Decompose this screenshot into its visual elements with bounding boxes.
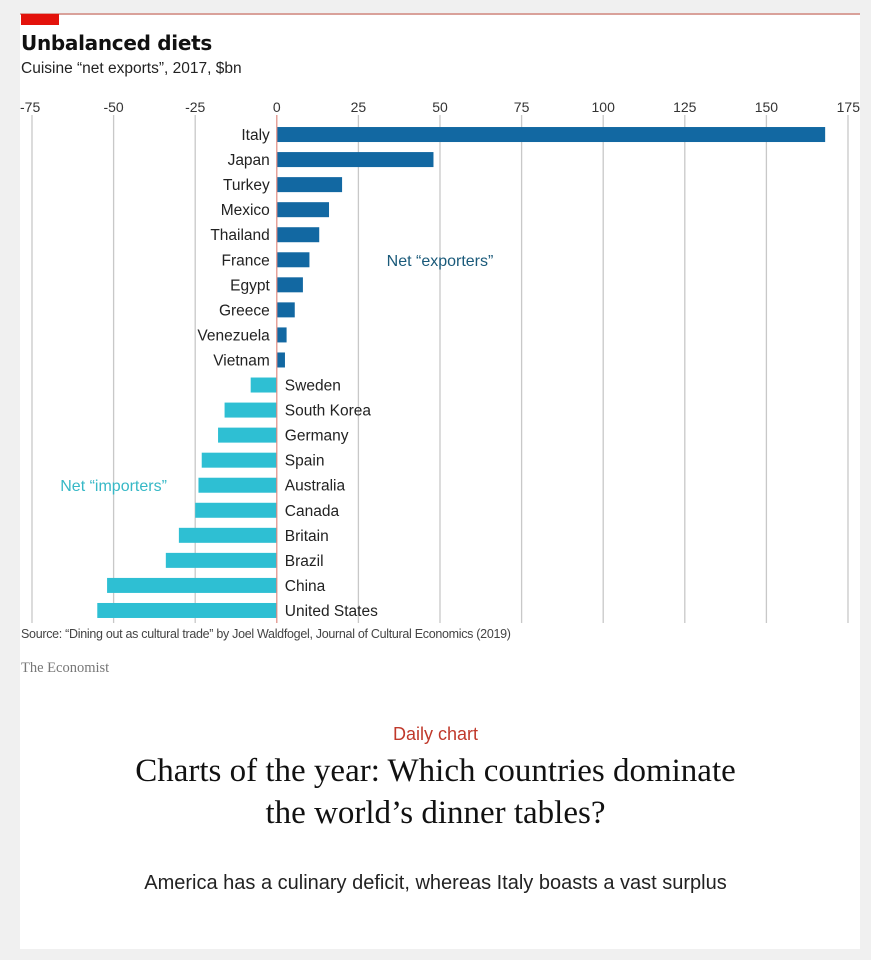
x-tick-label: -50: [103, 99, 123, 115]
bar-united-states: [97, 602, 277, 618]
bar-egypt: [276, 277, 303, 293]
bar-australia: [198, 477, 277, 493]
bar-japan: [276, 152, 434, 168]
chart-subtitle: Cuisine “net exports”, 2017, $bn: [21, 60, 242, 77]
category-label: Spain: [285, 453, 325, 470]
category-label: Canada: [285, 503, 340, 520]
bar-brazil: [165, 552, 277, 568]
bars: [97, 127, 826, 618]
chart-title: Unbalanced diets: [21, 31, 212, 55]
bar-venezuela: [276, 327, 287, 343]
article-standfirst: America has a culinary deficit, whereas …: [144, 872, 727, 894]
x-tick-label: 25: [351, 99, 367, 115]
category-label: Greece: [219, 302, 270, 319]
category-label: United States: [285, 603, 378, 620]
category-label: Japan: [228, 152, 270, 169]
x-tick-label: 50: [432, 99, 448, 115]
x-tick-label: 175: [837, 99, 861, 115]
article-headline[interactable]: Charts of the year: Which countries domi…: [135, 753, 736, 831]
category-label: Vietnam: [213, 352, 270, 369]
category-labels: Italy Japan Turkey Mexico Thailand France Egyp…: [197, 127, 378, 620]
bar-canada: [195, 502, 277, 518]
top-rule: [20, 13, 860, 15]
category-label: Germany: [285, 428, 349, 445]
bar-greece: [276, 302, 295, 318]
x-tick-label: 75: [514, 99, 530, 115]
category-label: France: [222, 252, 270, 269]
x-tick-label: 100: [592, 99, 616, 115]
x-tick-label: 125: [673, 99, 697, 115]
category-label: Venezuela: [197, 327, 270, 344]
bar-italy: [276, 127, 826, 143]
category-label: South Korea: [285, 403, 372, 420]
bar-mexico: [276, 202, 330, 218]
bar-spain: [201, 452, 277, 468]
x-tick-label: -75: [20, 99, 40, 115]
gridlines: [31, 115, 849, 623]
category-label: Thailand: [210, 227, 269, 244]
category-label: Sweden: [285, 378, 341, 395]
category-label: China: [285, 578, 326, 595]
bar-chart: -75 -50 -25 0 25 50 75 100 125 150 175 Italy Japan T…: [20, 99, 860, 623]
source-note: Source: “Dining out as cultural trade” b…: [21, 627, 511, 641]
x-tick-label: -25: [185, 99, 205, 115]
annotation-net-exporters: Net “exporters”: [387, 253, 494, 270]
bar-france: [276, 252, 310, 268]
bar-south-korea: [224, 402, 277, 418]
economist-brand: The Economist: [21, 660, 110, 676]
x-tick-labels: -75 -50 -25 0 25 50 75 100 125 150 175: [20, 99, 860, 115]
x-tick-label: 150: [755, 99, 779, 115]
category-label: Egypt: [230, 277, 270, 294]
category-label: Britain: [285, 528, 329, 545]
bar-thailand: [276, 227, 320, 243]
category-label: Mexico: [221, 202, 270, 219]
article-kicker[interactable]: Daily chart: [392, 724, 479, 744]
category-label: Turkey: [223, 177, 270, 194]
category-label: Brazil: [285, 553, 324, 570]
x-tick-label: 0: [273, 99, 281, 115]
bar-vietnam: [276, 352, 285, 368]
economist-red-tab: [21, 14, 59, 25]
annotation-net-importers: Net “importers”: [60, 478, 167, 495]
category-label: Italy: [241, 127, 270, 144]
bar-sweden: [250, 377, 277, 393]
bar-turkey: [276, 177, 343, 193]
category-label: Australia: [285, 478, 346, 495]
bar-britain: [178, 527, 277, 543]
bar-china: [107, 577, 277, 593]
bar-germany: [218, 427, 277, 443]
